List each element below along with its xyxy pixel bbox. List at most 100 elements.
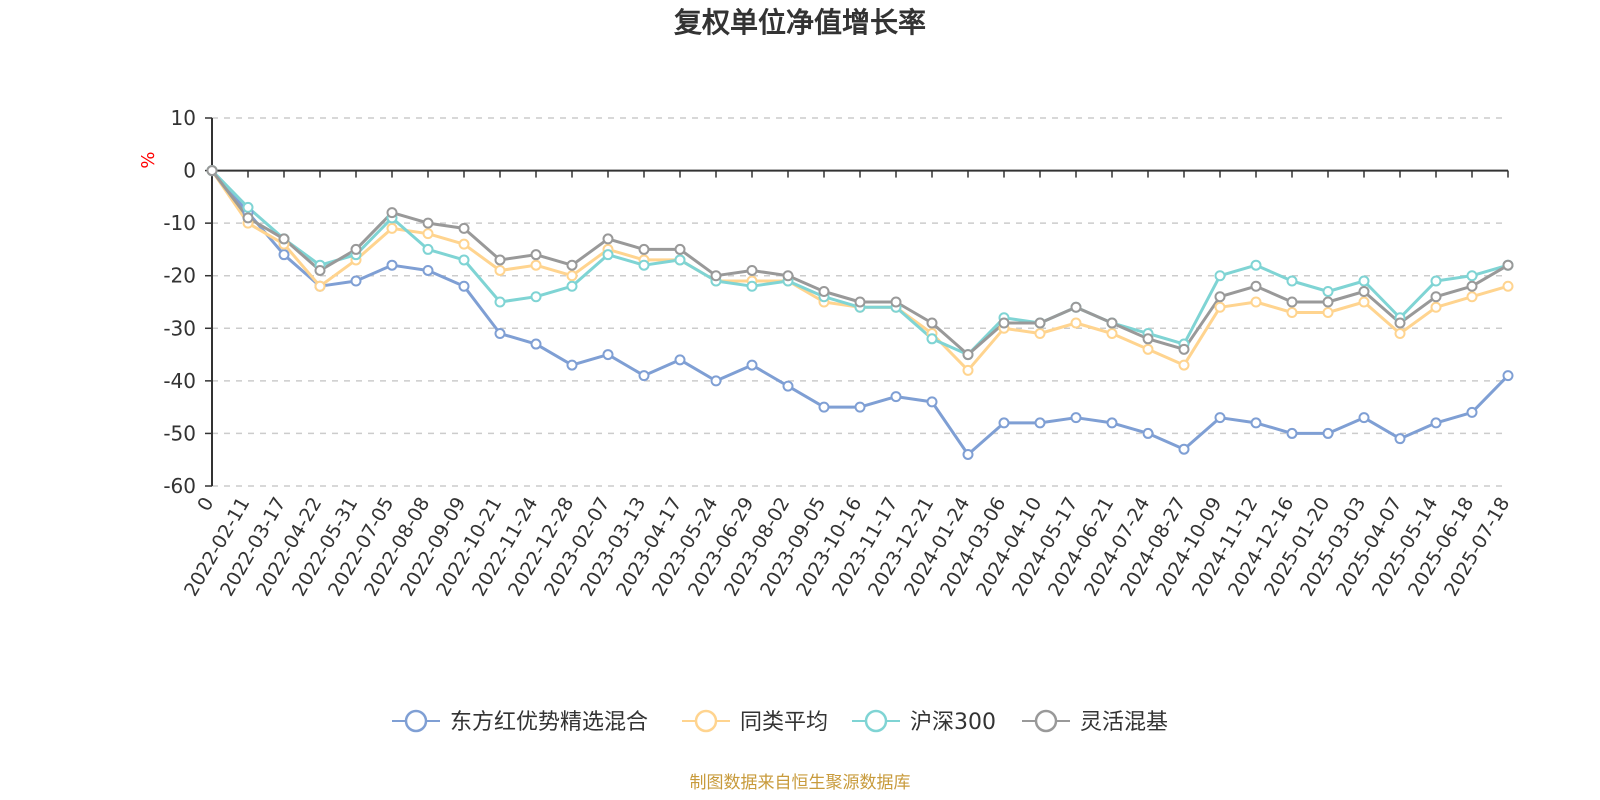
series-1-point-27	[1178, 443, 1190, 455]
y-tick-label: -60	[163, 474, 196, 498]
series-1-point-28	[1214, 412, 1226, 424]
series-4-point-22	[998, 317, 1010, 329]
chart-title: 复权单位净值增长率	[674, 6, 926, 39]
series-3-point-34	[1430, 275, 1442, 287]
series-2-point-7	[458, 238, 470, 250]
legend-item-1[interactable]: 东方红优势精选混合	[392, 709, 648, 735]
series-4-point-25	[1106, 317, 1118, 329]
series-1-point-30	[1286, 427, 1298, 439]
series-4-point-34	[1430, 291, 1442, 303]
series-4-point-7	[458, 222, 470, 234]
y-axis-unit-label: %	[138, 151, 159, 168]
series-3-point-7	[458, 254, 470, 266]
series-4-point-28	[1214, 291, 1226, 303]
series-4-point-9	[530, 249, 542, 261]
series-2-point-21	[962, 364, 974, 376]
series-2-point-10	[566, 270, 578, 282]
y-axis-ticks: 10 0 -10 -20 -30 -40 -50 -60	[163, 106, 212, 498]
series-4-point-33	[1394, 317, 1406, 329]
series-3-point-6	[422, 243, 434, 255]
series-3-point-1	[242, 201, 254, 213]
series-2-point-33	[1394, 328, 1406, 340]
y-tick-label: 10	[171, 106, 196, 130]
series-1-point-21	[962, 448, 974, 460]
series-1-point-33	[1394, 433, 1406, 445]
series-4-point-32	[1358, 285, 1370, 297]
series-4-point-27	[1178, 343, 1190, 355]
series-1-point-2	[278, 249, 290, 261]
series-3-point-28	[1214, 270, 1226, 282]
series-1-point-20	[926, 396, 938, 408]
legend-circle-icon	[864, 709, 888, 733]
series-3-point-11	[602, 249, 614, 261]
x-axis-ticks: 02022-02-112022-03-172022-04-222022-05-3…	[180, 170, 1514, 600]
legend[interactable]: 东方红优势精选混合 同类平均 沪深300 灵活混基	[392, 709, 1168, 735]
series-4-point-6	[422, 217, 434, 229]
series-2-point-31	[1322, 307, 1334, 319]
series-markers	[206, 165, 1514, 460]
y-tick-label: -40	[163, 369, 196, 393]
series-4-point-15	[746, 264, 758, 276]
series-4-point-11	[602, 233, 614, 245]
series-4-point-31	[1322, 296, 1334, 308]
series-1-point-18	[854, 401, 866, 413]
series-4-point-35	[1466, 280, 1478, 292]
series-3-point-8	[494, 296, 506, 308]
series-4-point-12	[638, 243, 650, 255]
series-1-point-26	[1142, 427, 1154, 439]
series-3-point-31	[1322, 285, 1334, 297]
series-2-point-35	[1466, 291, 1478, 303]
series-3-point-29	[1250, 259, 1262, 271]
series-4-point-4	[350, 243, 362, 255]
series-2-point-24	[1070, 317, 1082, 329]
series-2-point-8	[494, 264, 506, 276]
series-4-point-0	[206, 165, 218, 177]
series-1-point-34	[1430, 417, 1442, 429]
legend-item-4[interactable]: 灵活混基	[1022, 709, 1168, 735]
series-2-point-25	[1106, 328, 1118, 340]
series-4-point-10	[566, 259, 578, 271]
series-1-point-36	[1502, 370, 1514, 382]
series-2-point-32	[1358, 296, 1370, 308]
y-tick-label: -10	[163, 211, 196, 235]
series-4-point-21	[962, 349, 974, 361]
series-1-point-8	[494, 328, 506, 340]
series-4-point-1	[242, 212, 254, 224]
y-tick-label: -30	[163, 316, 196, 340]
series-2-point-6	[422, 228, 434, 240]
series-1-point-10	[566, 359, 578, 371]
series-1-point-17	[818, 401, 830, 413]
series-line-2	[210, 169, 1510, 372]
series-4-point-17	[818, 285, 830, 297]
y-tick-label: -20	[163, 264, 196, 288]
series-3-point-20	[926, 333, 938, 345]
series-2-point-23	[1034, 328, 1046, 340]
series-1-point-14	[710, 375, 722, 387]
series-1-point-6	[422, 264, 434, 276]
series-2-point-3	[314, 280, 326, 292]
series-4-point-24	[1070, 301, 1082, 313]
series-line-3	[210, 169, 1510, 357]
series-1-point-4	[350, 275, 362, 287]
series-4-point-14	[710, 270, 722, 282]
series-1-point-35	[1466, 406, 1478, 418]
series-3-point-35	[1466, 270, 1478, 282]
series-4-point-5	[386, 207, 398, 219]
series-1-point-19	[890, 391, 902, 403]
series-3-point-10	[566, 280, 578, 292]
series-2-point-5	[386, 222, 398, 234]
series-4-point-29	[1250, 280, 1262, 292]
legend-item-3[interactable]: 沪深300	[852, 709, 996, 735]
legend-label: 沪深300	[910, 710, 996, 735]
legend-circle-icon	[1034, 709, 1058, 733]
series-2-point-26	[1142, 343, 1154, 355]
series-1-point-13	[674, 354, 686, 366]
series-4-point-26	[1142, 333, 1154, 345]
legend-label: 东方红优势精选混合	[450, 710, 648, 735]
legend-label: 同类平均	[740, 710, 828, 735]
legend-item-2[interactable]: 同类平均	[682, 709, 828, 735]
series-2-point-29	[1250, 296, 1262, 308]
series-2-point-30	[1286, 307, 1298, 319]
